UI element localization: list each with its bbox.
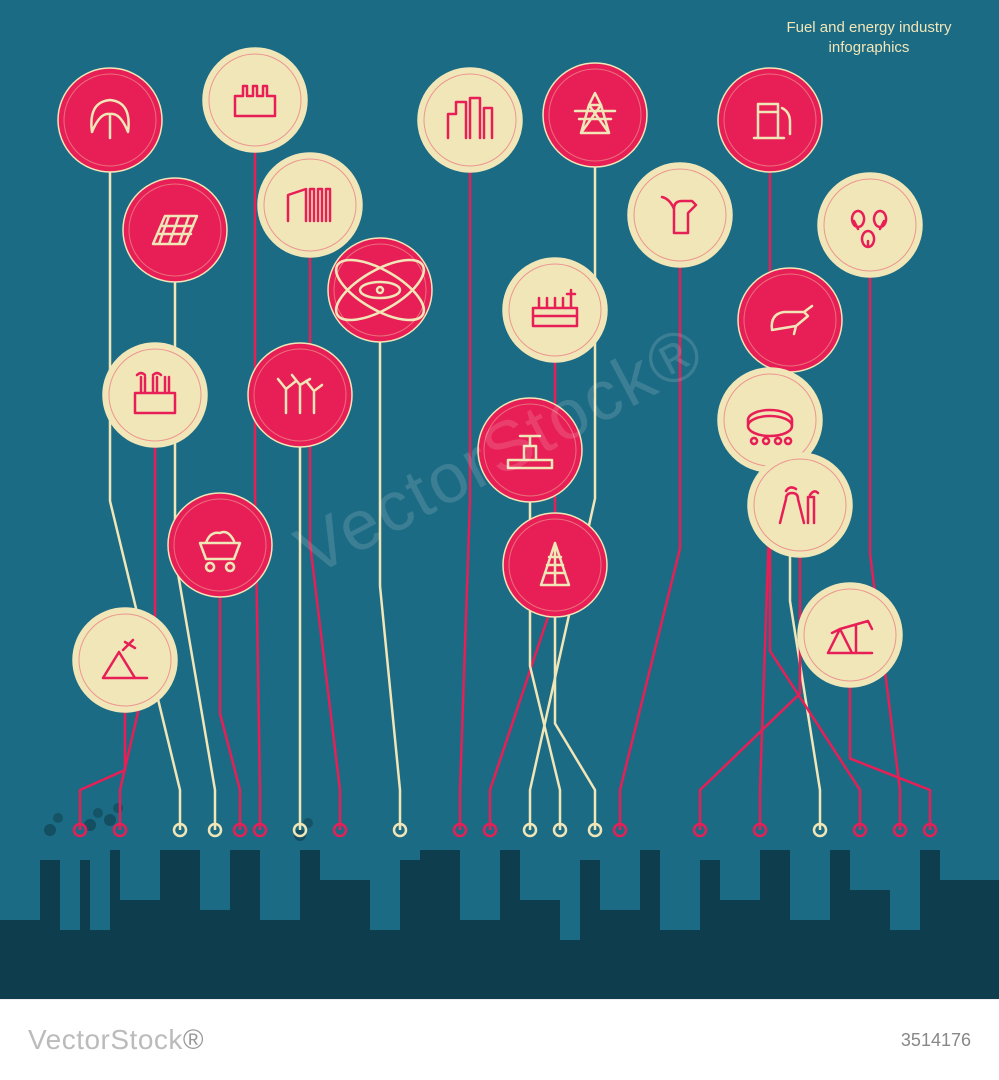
fuel-nozzle-icon	[628, 163, 732, 267]
infographic-canvas: Fuel and energy industry infographics Ve…	[0, 0, 999, 999]
oil-price-icon	[818, 173, 922, 277]
brand-label: VectorStock®	[28, 1024, 204, 1056]
title-line-2: infographics	[769, 38, 969, 58]
refinery-icon	[103, 343, 207, 447]
leaf-icon	[58, 68, 162, 172]
hydro-dam-icon	[258, 153, 362, 257]
wind-turbine-icon	[248, 343, 352, 447]
atom-icon	[328, 238, 432, 342]
buildings-icon	[418, 68, 522, 172]
footer-bar: VectorStock® 3514176	[0, 1000, 999, 1080]
cooling-tower-icon	[748, 453, 852, 557]
pipe-valve-icon	[478, 398, 582, 502]
scene-svg	[0, 0, 999, 999]
substation-icon	[503, 258, 607, 362]
factory-icon	[203, 48, 307, 152]
oil-can-icon	[738, 268, 842, 372]
gas-pump-icon	[718, 68, 822, 172]
power-tower-icon	[543, 63, 647, 167]
pumpjack-icon	[798, 583, 902, 687]
oil-derrick-icon	[503, 513, 607, 617]
mining-icon	[73, 608, 177, 712]
title-box: Fuel and energy industry infographics	[769, 18, 969, 57]
image-id: 3514176	[901, 1030, 971, 1051]
coal-cart-icon	[168, 493, 272, 597]
title-line-1: Fuel and energy industry	[769, 18, 969, 38]
solar-panel-icon	[123, 178, 227, 282]
